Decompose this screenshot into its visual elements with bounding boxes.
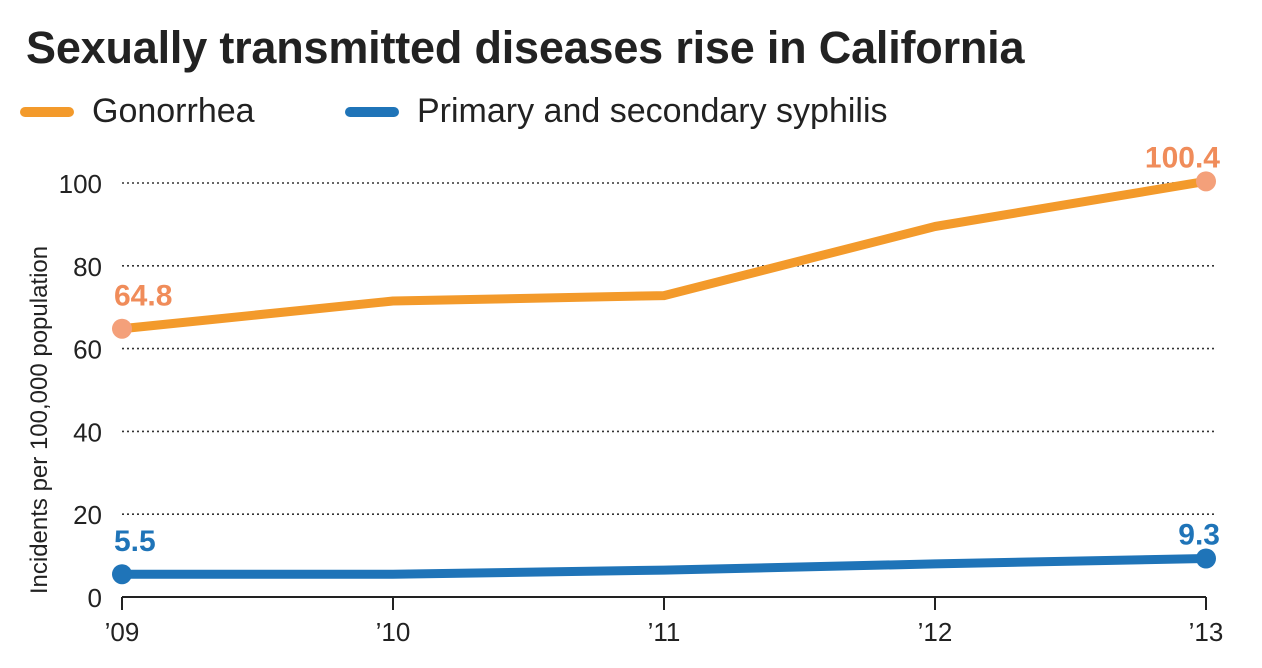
y-tick-label-100: 100 bbox=[59, 169, 102, 199]
y-tick-label-40: 40 bbox=[73, 417, 102, 447]
data-label-gonorrhea-last: 100.4 bbox=[1145, 141, 1220, 174]
series-line-syphilis bbox=[117, 554, 1211, 579]
data-point-syphilis-4 bbox=[1196, 548, 1216, 569]
legend-swatch-syphilis bbox=[345, 106, 399, 117]
y-axis-label: Incidents per 100,000 population bbox=[26, 246, 53, 594]
data-point-gonorrhea-4 bbox=[1196, 171, 1216, 192]
data-point-syphilis-0 bbox=[112, 564, 132, 585]
y-tick-label-80: 80 bbox=[73, 252, 102, 282]
legend-item-gonorrhea: Gonorrhea bbox=[20, 92, 255, 131]
legend-label-syphilis: Primary and secondary syphilis bbox=[417, 92, 888, 130]
legend-label-gonorrhea: Gonorrhea bbox=[92, 92, 255, 130]
legend-item-syphilis: Primary and secondary syphilis bbox=[345, 92, 888, 131]
series-line-gonorrhea bbox=[117, 176, 1211, 334]
chart-title: Sexually transmitted diseases rise in Ca… bbox=[26, 22, 1025, 73]
x-tick-label-1: ’10 bbox=[376, 617, 411, 647]
data-label-gonorrhea-first: 64.8 bbox=[114, 280, 172, 313]
data-label-syphilis-first: 5.5 bbox=[114, 525, 156, 558]
x-tick-label-0: ’09 bbox=[105, 617, 140, 647]
x-tick-label-3: ’12 bbox=[918, 617, 953, 647]
data-point-gonorrhea-0 bbox=[112, 318, 132, 339]
y-tick-label-60: 60 bbox=[73, 335, 102, 365]
data-label-syphilis-last: 9.3 bbox=[1178, 518, 1220, 551]
legend-swatch-gonorrhea bbox=[20, 106, 74, 117]
y-tick-label-0: 0 bbox=[88, 583, 102, 613]
y-tick-label-20: 20 bbox=[73, 500, 102, 530]
x-tick-label-4: ’13 bbox=[1189, 617, 1224, 647]
x-tick-label-2: ’11 bbox=[648, 617, 681, 647]
